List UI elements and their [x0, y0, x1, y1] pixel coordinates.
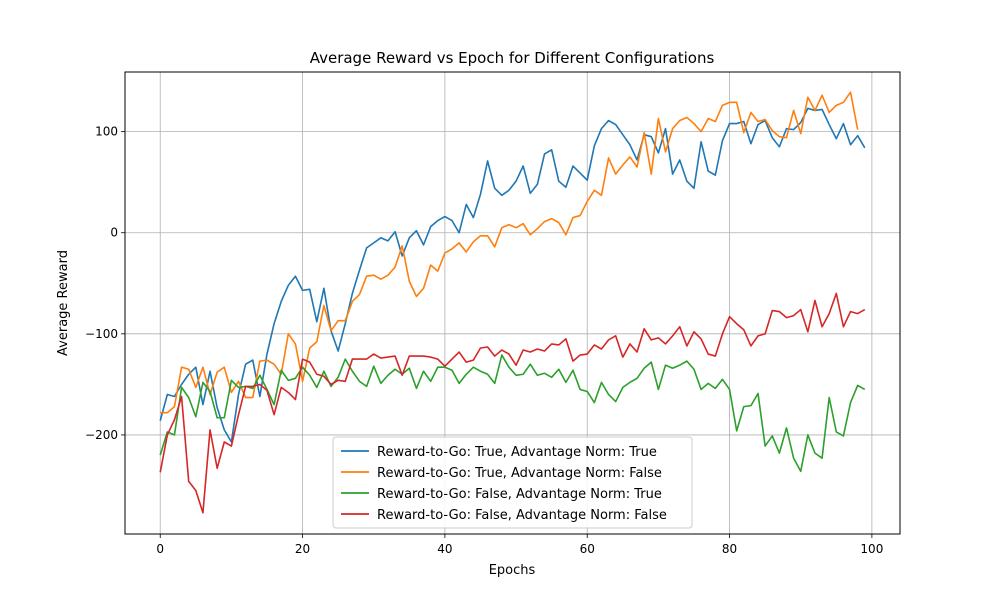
- x-tick-label: 100: [860, 542, 883, 556]
- x-tick-label: 0: [156, 542, 164, 556]
- series-line-4: [159, 292, 866, 514]
- series-lines: [159, 91, 866, 514]
- x-tick-label: 60: [580, 542, 595, 556]
- x-axis-label: Epochs: [489, 563, 536, 578]
- legend-label: Reward-to-Go: False, Advantage Norm: Tru…: [377, 487, 662, 502]
- y-tick-label: 100: [95, 125, 118, 139]
- x-tick-label: 20: [295, 542, 310, 556]
- y-tick-label: 0: [110, 226, 118, 240]
- x-tick-label: 40: [437, 542, 452, 556]
- legend-box: [332, 436, 693, 529]
- y-tick-label: −200: [85, 428, 118, 442]
- chart-title: Average Reward vs Epoch for Different Co…: [310, 49, 715, 67]
- x-tick-label: 80: [722, 542, 737, 556]
- legend: Reward-to-Go: True, Advantage Norm: True…: [332, 436, 693, 529]
- legend-label: Reward-to-Go: True, Advantage Norm: Fals…: [377, 466, 662, 481]
- series-line-2: [160, 91, 859, 414]
- plot-frame: [124, 71, 901, 535]
- axis-ticks: 0 20 40 60 80 100 −200 −100 0 100: [85, 125, 883, 556]
- legend-label: Reward-to-Go: False, Advantage Norm: Fal…: [377, 508, 667, 523]
- series-line-1: [159, 107, 866, 443]
- series-line-3: [159, 354, 866, 473]
- grid: [125, 72, 900, 534]
- y-tick-label: −100: [85, 327, 118, 341]
- y-axis-label: Average Reward: [56, 250, 71, 356]
- legend-label: Reward-to-Go: True, Advantage Norm: True: [377, 445, 657, 460]
